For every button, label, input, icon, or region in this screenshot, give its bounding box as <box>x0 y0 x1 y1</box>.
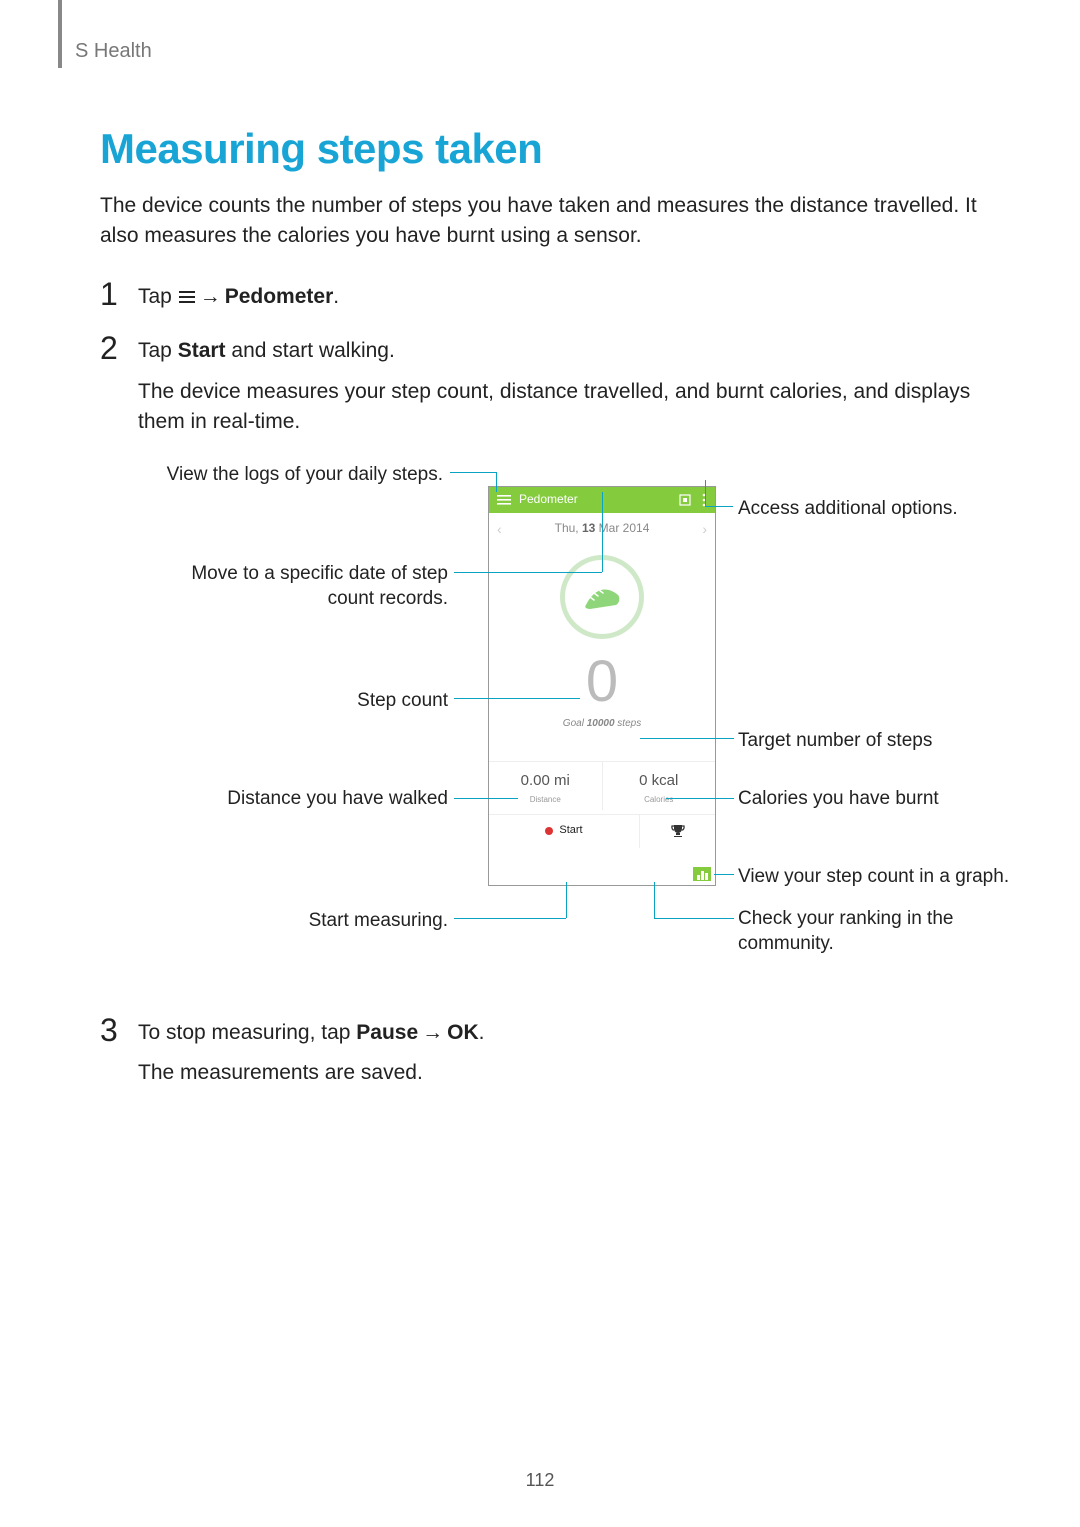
lead <box>454 572 602 573</box>
trophy-icon <box>670 823 686 839</box>
step-1-target: Pedometer <box>225 285 334 308</box>
callout-logs: View the logs of your daily steps. <box>123 462 443 488</box>
chevron-right-icon[interactable]: › <box>702 519 707 539</box>
lead <box>602 492 603 572</box>
lead <box>705 480 706 506</box>
shoe-icon <box>580 575 624 619</box>
page-number: 112 <box>0 1470 1080 1491</box>
lead <box>705 506 733 507</box>
section-title: Measuring steps taken <box>100 125 980 173</box>
lead <box>714 874 734 875</box>
arrow-icon: → <box>196 285 225 308</box>
chevron-left-icon[interactable]: ‹ <box>497 519 502 539</box>
date-bold: 13 <box>582 521 595 535</box>
record-dot-icon <box>545 827 553 835</box>
calories-label: Calories <box>603 794 716 806</box>
distance-value: 0.00 mi <box>489 770 602 792</box>
lead <box>454 698 580 699</box>
intro-paragraph: The device counts the number of steps yo… <box>100 191 980 252</box>
metrics-row: 0.00 mi Distance 0 kcal Calories <box>489 761 715 809</box>
callout-distance: Distance you have walked <box>168 786 448 812</box>
date-prefix: Thu, <box>555 521 582 535</box>
step-1-suffix: . <box>333 285 339 308</box>
lead <box>654 882 655 918</box>
callout-calories: Calories you have burnt <box>738 786 998 812</box>
start-row: Start <box>489 814 715 848</box>
step-3-text-a: To stop measuring, tap <box>138 1021 356 1044</box>
step-2: 2 Tap Start and start walking. The devic… <box>100 332 980 995</box>
goal-prefix: Goal <box>563 718 587 729</box>
step-count-value: 0 <box>489 653 715 711</box>
trophy-button[interactable] <box>639 815 715 848</box>
step-2-detail: The device measures your step count, dis… <box>138 377 980 438</box>
callout-options: Access additional options. <box>738 496 1018 522</box>
step-1: 1 Tap →Pedometer. <box>100 278 980 314</box>
award-icon[interactable] <box>679 494 691 506</box>
graph-chip-button[interactable] <box>693 867 711 881</box>
phone-menu-icon[interactable] <box>497 494 511 506</box>
distance-metric: 0.00 mi Distance <box>489 762 602 809</box>
callout-move-date: Move to a specific date of step count re… <box>148 561 448 612</box>
arrow-icon: → <box>418 1021 447 1044</box>
lead <box>666 798 734 799</box>
lead <box>654 918 734 919</box>
lead <box>496 472 497 492</box>
step-3: 3 To stop measuring, tap Pause→OK. The m… <box>100 1014 980 1089</box>
step-3-ok: OK <box>447 1021 479 1044</box>
distance-label: Distance <box>489 794 602 806</box>
lead <box>566 882 567 918</box>
step-1-prefix: Tap <box>138 285 178 308</box>
date-suffix: Mar 2014 <box>595 521 649 535</box>
callout-ranking: Check your ranking in the community. <box>738 906 1018 957</box>
step-2-text-c: and start walking. <box>226 339 395 362</box>
step-3-number: 3 <box>100 1014 138 1089</box>
start-label: Start <box>559 823 582 839</box>
calories-metric: 0 kcal Calories <box>602 762 716 809</box>
lead <box>450 472 496 473</box>
goal-label: Goal 10000 steps <box>489 717 715 732</box>
step-1-number: 1 <box>100 278 138 314</box>
pedometer-diagram: Pedometer ‹ Thu, 13 Mar 2014 <box>138 466 980 996</box>
menu-icon <box>178 284 196 314</box>
step-3-pause: Pause <box>356 1021 418 1044</box>
lead <box>640 738 734 739</box>
breadcrumb: S Health <box>75 40 980 63</box>
lead <box>454 798 518 799</box>
start-button[interactable]: Start <box>489 815 639 848</box>
goal-suffix: steps <box>615 718 642 729</box>
header-rule <box>58 0 62 68</box>
phone-title: Pedometer <box>519 491 669 508</box>
more-options-icon[interactable] <box>701 493 707 507</box>
calories-value: 0 kcal <box>603 770 716 792</box>
callout-graph: View your step count in a graph. <box>738 864 1038 890</box>
step-3-detail: The measurements are saved. <box>138 1058 485 1088</box>
goal-value: 10000 <box>587 718 615 729</box>
step-2-text-a: Tap <box>138 339 178 362</box>
lead <box>454 918 566 919</box>
step-2-number: 2 <box>100 332 138 995</box>
callout-step-count: Step count <box>278 688 448 714</box>
callout-target: Target number of steps <box>738 728 998 754</box>
step-2-bold: Start <box>178 339 226 362</box>
step-3-suffix: . <box>479 1021 485 1044</box>
callout-start: Start measuring. <box>248 908 448 934</box>
